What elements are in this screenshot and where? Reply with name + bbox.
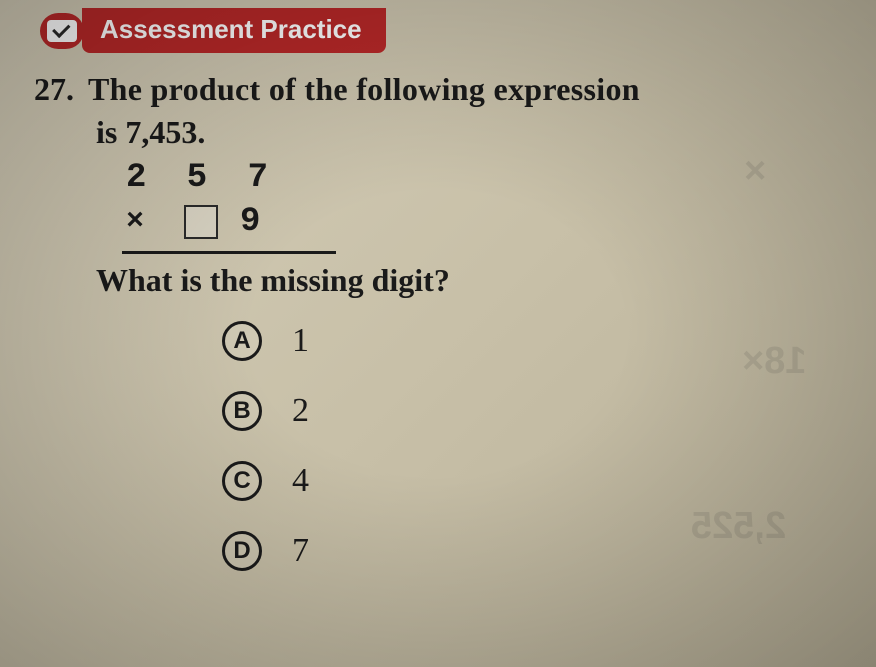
checkmark-icon [52, 19, 70, 37]
header-row: Assessment Practice [0, 0, 876, 53]
choice-value-a: 1 [292, 322, 309, 360]
horizontal-rule [122, 251, 336, 254]
missing-digit-box[interactable] [184, 205, 218, 239]
choice-b[interactable]: B 2 [222, 391, 846, 431]
choice-value-d: 7 [292, 532, 309, 570]
multiplicand: 2 5 7 [126, 159, 278, 197]
check-inner [47, 20, 77, 42]
choice-value-b: 2 [292, 392, 309, 430]
choice-value-c: 4 [292, 462, 309, 500]
question-text-1: The product of the following expression [88, 71, 640, 108]
question-prompt: What is the missing digit? [96, 262, 846, 299]
check-badge [40, 13, 84, 49]
answer-choices: A 1 B 2 C 4 D 7 [222, 321, 846, 571]
question-block: 27. The product of the following express… [0, 53, 876, 571]
choice-bubble-d[interactable]: D [222, 531, 262, 571]
question-number: 27. [34, 71, 74, 108]
choice-bubble-c[interactable]: C [222, 461, 262, 501]
times-icon: × [126, 205, 144, 239]
multiplication-expression: 2 5 7 × 9 [126, 159, 846, 254]
multiplicand-row: 2 5 7 [126, 159, 846, 197]
choice-bubble-b[interactable]: B [222, 391, 262, 431]
multiplier-row: × 9 [126, 203, 846, 241]
choice-c[interactable]: C 4 [222, 461, 846, 501]
question-line-1: 27. The product of the following express… [34, 71, 846, 108]
assessment-banner: Assessment Practice [82, 8, 386, 53]
choice-bubble-a[interactable]: A [222, 321, 262, 361]
question-text-2: is 7,453. [96, 114, 846, 151]
choice-d[interactable]: D 7 [222, 531, 846, 571]
multiplier-digit: 9 [240, 203, 260, 241]
choice-a[interactable]: A 1 [222, 321, 846, 361]
